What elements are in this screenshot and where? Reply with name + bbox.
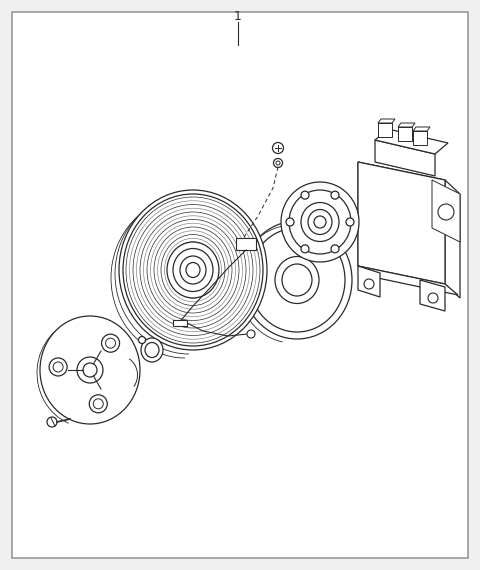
Circle shape [301,191,309,199]
Circle shape [364,279,374,289]
Ellipse shape [289,190,351,254]
Circle shape [47,417,57,427]
Polygon shape [432,180,460,242]
Ellipse shape [119,190,267,350]
Ellipse shape [168,242,218,298]
Ellipse shape [173,249,213,291]
Circle shape [49,358,67,376]
Ellipse shape [133,205,253,336]
Circle shape [139,336,145,344]
Ellipse shape [141,338,163,362]
Circle shape [106,338,116,348]
Ellipse shape [275,256,319,303]
Circle shape [274,158,283,168]
Circle shape [53,362,63,372]
Ellipse shape [157,231,228,310]
Polygon shape [413,127,430,131]
Polygon shape [375,129,448,154]
Ellipse shape [249,228,345,332]
Ellipse shape [154,227,232,313]
Polygon shape [378,123,392,137]
Ellipse shape [186,263,200,278]
Ellipse shape [167,242,219,298]
Polygon shape [398,127,412,141]
Ellipse shape [314,216,326,228]
Polygon shape [358,266,380,297]
Circle shape [331,191,339,199]
Circle shape [273,142,284,153]
Circle shape [428,293,438,303]
Circle shape [331,245,339,253]
Circle shape [77,357,103,383]
Ellipse shape [126,197,260,343]
Circle shape [83,363,97,377]
Ellipse shape [130,201,256,339]
Ellipse shape [40,316,140,424]
Ellipse shape [165,238,221,302]
Text: 1: 1 [234,10,242,23]
Circle shape [438,204,454,220]
Ellipse shape [151,223,236,317]
Circle shape [93,399,103,409]
Circle shape [276,161,280,165]
Ellipse shape [180,256,206,284]
Ellipse shape [144,216,242,324]
Polygon shape [173,320,187,326]
Polygon shape [398,123,415,127]
Ellipse shape [282,264,312,296]
Ellipse shape [136,208,250,332]
Polygon shape [413,131,427,145]
Circle shape [286,218,294,226]
Polygon shape [420,280,445,311]
Circle shape [89,395,108,413]
Ellipse shape [147,219,239,320]
Ellipse shape [145,343,159,357]
Ellipse shape [242,221,352,339]
Polygon shape [358,162,445,284]
Ellipse shape [308,210,332,234]
Polygon shape [375,140,435,176]
Ellipse shape [140,212,246,328]
Ellipse shape [171,246,215,294]
Ellipse shape [123,194,263,346]
Circle shape [102,334,120,352]
Ellipse shape [281,182,359,262]
Ellipse shape [161,234,225,306]
Polygon shape [378,119,395,123]
Polygon shape [358,162,445,284]
Ellipse shape [301,202,339,242]
Polygon shape [358,266,458,295]
Polygon shape [445,180,460,298]
Circle shape [247,330,255,338]
Circle shape [301,245,309,253]
Polygon shape [236,238,256,250]
Circle shape [346,218,354,226]
